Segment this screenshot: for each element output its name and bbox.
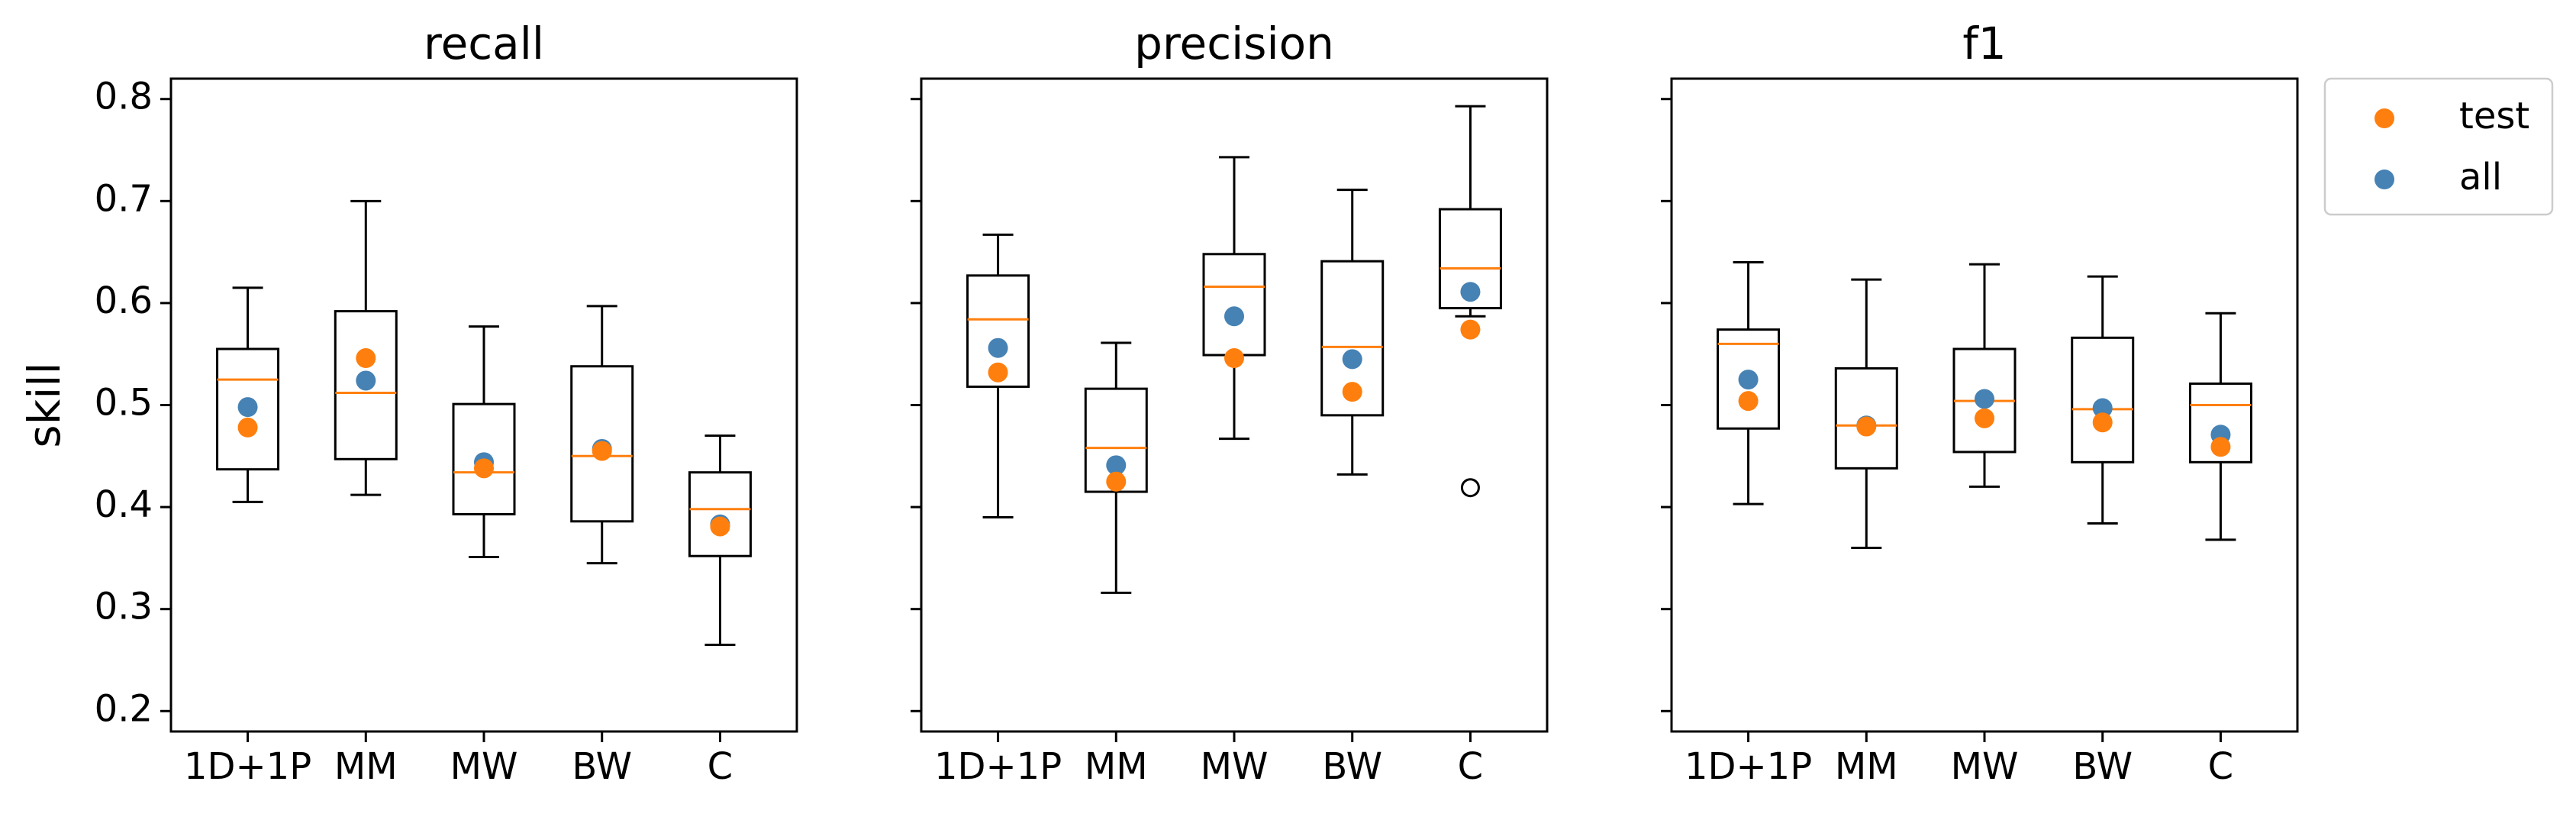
x-tick-label: C <box>708 745 733 788</box>
x-tick-label: MM <box>1085 745 1148 788</box>
y-tick-label: 0.6 <box>95 279 153 322</box>
iqr-box <box>966 274 1030 388</box>
box-BW: BW <box>570 305 634 788</box>
test-point <box>1856 416 1877 437</box>
box-MW: MW <box>1951 263 2019 788</box>
legend: test all <box>2323 77 2554 216</box>
test-point <box>1224 348 1244 369</box>
y-tick-label: 0.5 <box>95 382 153 425</box>
all-point <box>1342 349 1362 370</box>
panel-title: f1 <box>1962 18 2006 69</box>
x-tick-label: MW <box>1201 745 1269 788</box>
all-point <box>1106 455 1127 476</box>
x-tick-label: 1D+1P <box>934 745 1062 788</box>
iqr-box <box>1438 208 1502 310</box>
panel-title: recall <box>424 18 544 69</box>
box-MM: MM <box>334 199 398 788</box>
x-tick-label: BW <box>1322 745 1382 788</box>
iqr-box <box>2071 336 2135 463</box>
legend-marker-all <box>2374 170 2394 189</box>
all-point <box>356 370 376 391</box>
test-point <box>237 417 258 438</box>
box-MW: MW <box>1201 156 1269 788</box>
iqr-box <box>1320 260 1385 417</box>
panels: recall 0.2 0.3 0.4 0.5 0.6 0.7 0.8 1D+1P MM MW BW Cp… <box>95 18 2299 788</box>
x-tick-label: MM <box>334 745 398 788</box>
all-point <box>2092 398 2113 418</box>
y-tick-label: 0.2 <box>95 687 153 730</box>
y-tick-label: 0.3 <box>95 586 153 628</box>
iqr-box <box>1717 328 1781 430</box>
box-MM: MM <box>1084 341 1148 788</box>
x-tick-label: BW <box>2072 745 2133 788</box>
y-tick-label: 0.7 <box>95 177 153 220</box>
y-tick-label: 0.8 <box>95 76 153 118</box>
all-point <box>1975 389 1994 409</box>
test-point <box>356 348 376 369</box>
x-tick-label: BW <box>572 745 632 788</box>
x-tick-label: C <box>2208 745 2234 788</box>
test-point <box>474 458 494 479</box>
iqr-box <box>2188 382 2252 463</box>
box-1D+1P: 1D+1P <box>1685 260 1812 788</box>
iqr-box <box>688 471 752 557</box>
box-C: C <box>1438 105 1502 788</box>
test-point <box>1342 382 1362 402</box>
box-1D+1P: 1D+1P <box>184 286 311 788</box>
box-BW: BW <box>2071 275 2135 788</box>
y-axis-label: skill <box>18 362 70 447</box>
iqr-box <box>1202 253 1266 357</box>
x-tick-label: MW <box>1951 745 2019 788</box>
panel-recall: recall 0.2 0.3 0.4 0.5 0.6 0.7 0.8 1D+1P MM MW BW C <box>95 18 798 788</box>
iqr-box <box>1834 367 1898 470</box>
box-C: C <box>688 434 752 788</box>
iqr-box <box>334 310 398 460</box>
test-point <box>1106 471 1127 492</box>
y-tick-label: 0.4 <box>95 483 153 526</box>
x-tick-label: C <box>1458 745 1484 788</box>
test-point <box>1460 319 1481 340</box>
iqr-box <box>570 365 634 523</box>
test-point <box>988 362 1008 383</box>
all-point <box>988 337 1008 358</box>
box-C: C <box>2188 312 2252 788</box>
test-point <box>1738 391 1759 412</box>
iqr-box <box>1084 387 1148 493</box>
legend-label-all: all <box>2459 156 2502 199</box>
test-point <box>710 516 730 537</box>
test-point <box>2210 437 2231 457</box>
x-tick-label: MM <box>1835 745 1898 788</box>
panel-precision: precision 1D+1P MM MW BW C <box>911 18 1549 788</box>
test-point <box>592 441 612 461</box>
all-point <box>1738 370 1759 390</box>
x-tick-label: MW <box>450 745 518 788</box>
x-tick-label: 1D+1P <box>1685 745 1812 788</box>
iqr-box <box>452 402 516 515</box>
box-1D+1P: 1D+1P <box>934 233 1062 788</box>
test-point <box>1975 408 1994 428</box>
iqr-box <box>216 347 280 471</box>
all-point <box>237 397 258 418</box>
panel-title: precision <box>1134 18 1334 69</box>
box-MW: MW <box>450 325 518 788</box>
test-point <box>2092 412 2113 433</box>
x-tick-label: 1D+1P <box>184 745 311 788</box>
legend-label-test: test <box>2459 95 2529 137</box>
box-BW: BW <box>1320 189 1385 788</box>
box-MM: MM <box>1834 278 1898 788</box>
all-point <box>1224 306 1244 327</box>
all-point <box>1460 282 1481 302</box>
legend-marker-test <box>2374 108 2394 128</box>
panel-f1: f1 1D+1P MM MW BW C <box>1661 18 2299 788</box>
outlier-point <box>1460 478 1480 498</box>
